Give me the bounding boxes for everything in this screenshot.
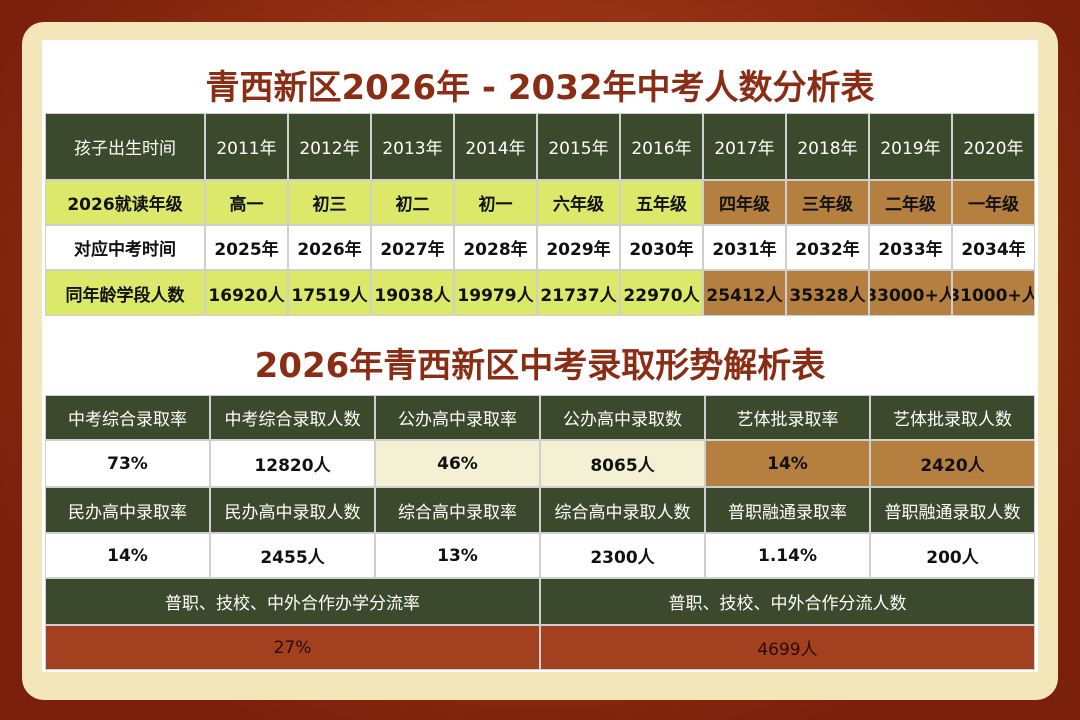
table-cell: 艺体批录取人数	[870, 395, 1035, 440]
table-cell: 12820人	[210, 440, 375, 487]
table-cell: 艺体批录取率	[705, 395, 870, 440]
table-cell: 普职融通录取人数	[870, 487, 1035, 533]
table-cell: 四年级	[703, 180, 786, 225]
table-cell: 19038人	[371, 270, 454, 316]
table-cell: 孩子出生时间	[45, 113, 205, 180]
table-cell: 对应中考时间	[45, 225, 205, 270]
table-cell: 五年级	[620, 180, 703, 225]
table-cell: 2015年	[537, 113, 620, 180]
table-cell: 普职、技校、中外合作办学分流率	[45, 578, 540, 625]
table-cell: 普职融通录取率	[705, 487, 870, 533]
table-cell: 高一	[205, 180, 288, 225]
table-cell: 200人	[870, 533, 1035, 578]
table-cell: 2029年	[537, 225, 620, 270]
table-cell: 2011年	[205, 113, 288, 180]
table-cell: 综合高中录取率	[375, 487, 540, 533]
table-cell: 三年级	[786, 180, 869, 225]
table-cell: 2012年	[288, 113, 371, 180]
table-cell: 中考综合录取率	[45, 395, 210, 440]
table-cell: 一年级	[952, 180, 1035, 225]
table-cell: 2420人	[870, 440, 1035, 487]
table-cell: 2032年	[786, 225, 869, 270]
table-cell: 46%	[375, 440, 540, 487]
table-cell: 33000+人	[869, 270, 952, 316]
table-cell: 2030年	[620, 225, 703, 270]
table-cell: 22970人	[620, 270, 703, 316]
table-cell: 民办高中录取率	[45, 487, 210, 533]
table-cell: 综合高中录取人数	[540, 487, 705, 533]
table-cell: 2020年	[952, 113, 1035, 180]
table-cell: 2018年	[786, 113, 869, 180]
table-cell: 2455人	[210, 533, 375, 578]
table-cell: 2031年	[703, 225, 786, 270]
table-cell: 民办高中录取人数	[210, 487, 375, 533]
table-cell: 8065人	[540, 440, 705, 487]
table-cell: 4699人	[540, 625, 1035, 670]
table-cell: 中考综合录取人数	[210, 395, 375, 440]
table-cell: 16920人	[205, 270, 288, 316]
table-cell: 2016年	[620, 113, 703, 180]
table-cell: 35328人	[786, 270, 869, 316]
table-cell: 2300人	[540, 533, 705, 578]
table-cell: 73%	[45, 440, 210, 487]
table-cell: 19979人	[454, 270, 537, 316]
table-cell: 二年级	[869, 180, 952, 225]
table-cell: 1.14%	[705, 533, 870, 578]
table-cell: 2027年	[371, 225, 454, 270]
table-cell: 2026就读年级	[45, 180, 205, 225]
table-cell: 六年级	[537, 180, 620, 225]
title: 青西新区2026年 - 2032年中考人数分析表	[205, 68, 875, 108]
table-cell: 21737人	[537, 270, 620, 316]
table-cell: 25412人	[703, 270, 786, 316]
table-cell: 14%	[45, 533, 210, 578]
table-cell: 31000+人	[952, 270, 1035, 316]
table-cell: 公办高中录取数	[540, 395, 705, 440]
table-cell: 普职、技校、中外合作分流人数	[540, 578, 1035, 625]
table-cell: 同年龄学段人数	[45, 270, 205, 316]
table-cell: 初三	[288, 180, 371, 225]
table-cell: 初一	[454, 180, 537, 225]
table-cell: 17519人	[288, 270, 371, 316]
table-cell: 2026年	[288, 225, 371, 270]
table-cell: 2013年	[371, 113, 454, 180]
table-cell: 2033年	[869, 225, 952, 270]
table-cell: 2034年	[952, 225, 1035, 270]
table-cell: 2019年	[869, 113, 952, 180]
table-cell: 2025年	[205, 225, 288, 270]
table-cell: 27%	[45, 625, 540, 670]
table-cell: 初二	[371, 180, 454, 225]
table-cell: 2028年	[454, 225, 537, 270]
table-cell: 14%	[705, 440, 870, 487]
table-cell: 公办高中录取率	[375, 395, 540, 440]
title: 2026年青西新区中考录取形势解析表	[254, 346, 826, 386]
table-cell: 13%	[375, 533, 540, 578]
table-cell: 2014年	[454, 113, 537, 180]
table-cell: 2017年	[703, 113, 786, 180]
